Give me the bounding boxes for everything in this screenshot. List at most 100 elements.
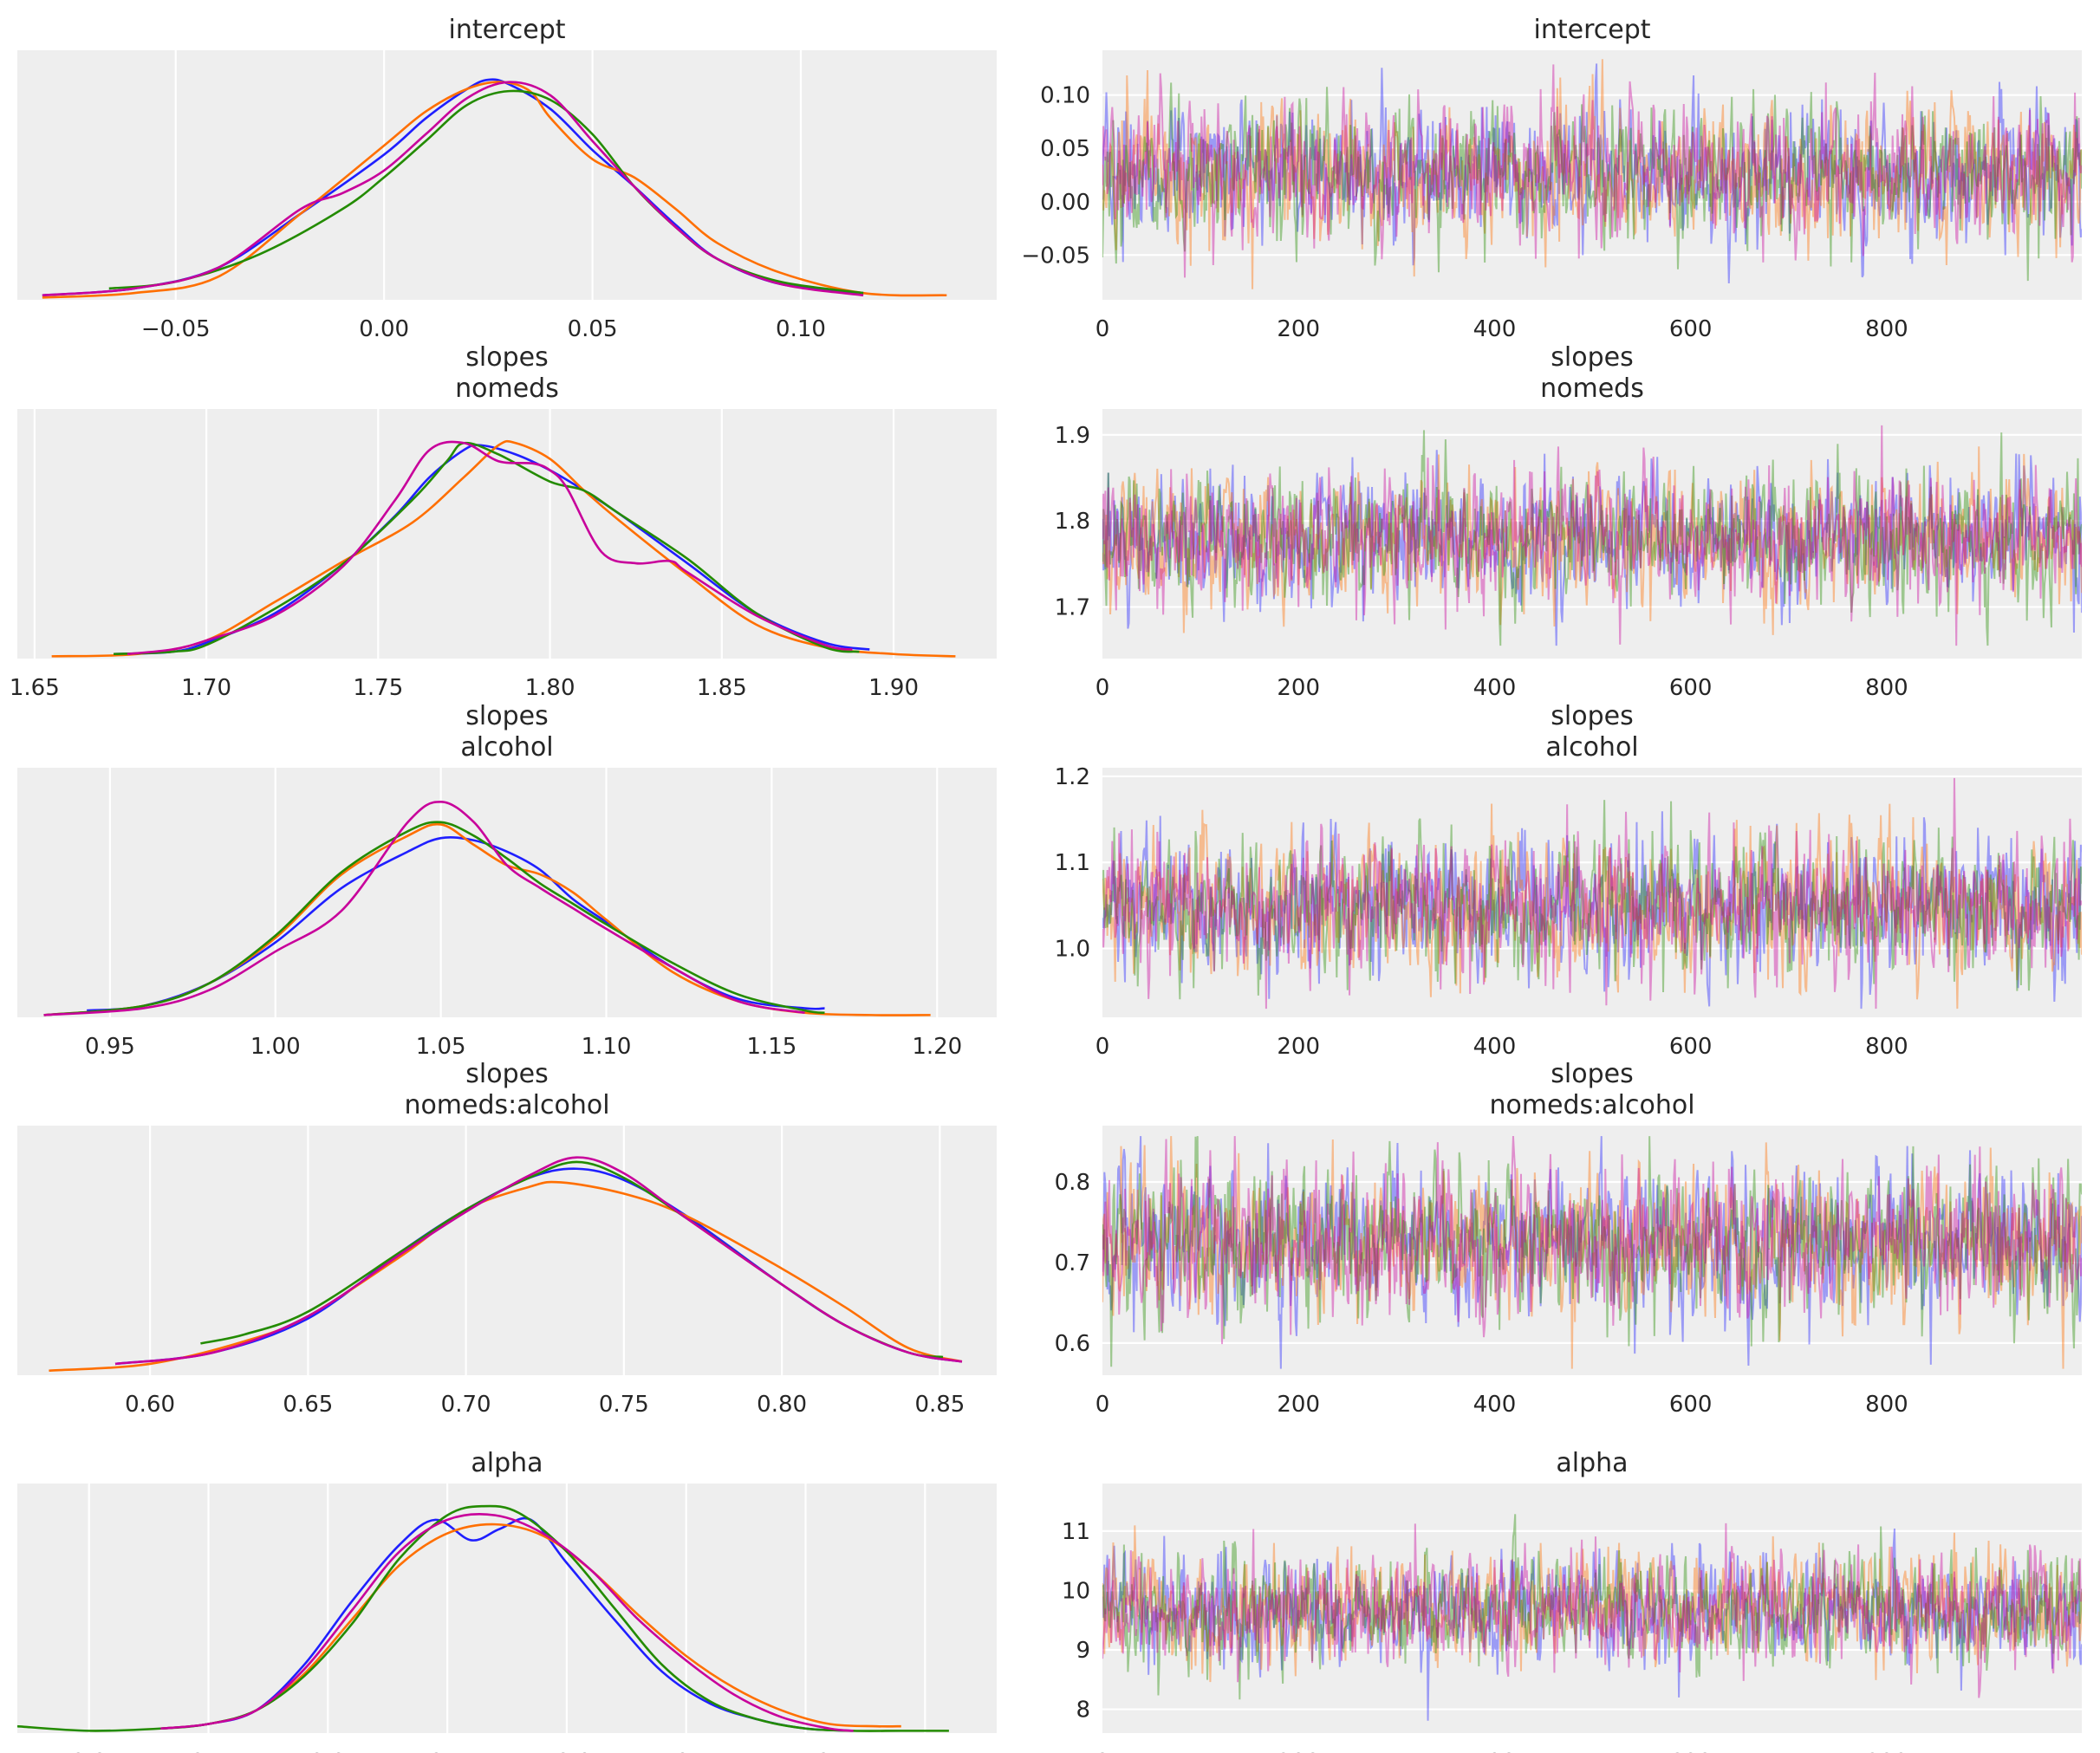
x-tick-label: 0.10: [776, 316, 826, 342]
x-tick-label: 800: [1865, 316, 1908, 342]
panel-title: intercept: [1534, 15, 1651, 45]
y-tick-label: 0.00: [1040, 190, 1090, 216]
density-line-chain-0: [160, 1516, 854, 1732]
y-tick-label: 1.8: [1055, 509, 1090, 535]
series-group: [1102, 777, 2082, 1010]
panel-title: alpha: [471, 1448, 543, 1478]
x-tick-label: 1.05: [416, 1034, 466, 1060]
y-tick-label: 11: [1062, 1519, 1090, 1545]
x-tick-label: 11.0: [781, 1750, 831, 1753]
panel-title: intercept: [449, 15, 566, 45]
trace-line-chain-3: [1102, 777, 2082, 1010]
x-tick-label: 1.75: [353, 675, 403, 701]
density-line-chain-3: [160, 1513, 854, 1732]
trace-line-chain-0: [1102, 811, 2082, 1010]
series-group: [43, 800, 931, 1016]
y-tick-label: 0.8: [1055, 1170, 1090, 1196]
x-tick-label: 1.90: [868, 675, 919, 701]
panel-title: slopes: [1551, 342, 1633, 373]
x-tick-label: 400: [1473, 1750, 1517, 1753]
x-tick-label: 9.0: [310, 1750, 346, 1753]
trace-panel: alpha 0 200 400 600 800 8 9 10 11: [1062, 1448, 2082, 1753]
x-tick-label: 600: [1669, 1392, 1713, 1418]
density-line-chain-2: [113, 441, 860, 656]
density-line-chain-3: [127, 440, 853, 656]
y-tick-label: 0.6: [1055, 1331, 1090, 1357]
panel-title: slopes: [1551, 1059, 1633, 1089]
trace-line-chain-0: [1102, 1528, 2082, 1721]
x-tick-label: 0.65: [283, 1392, 333, 1418]
x-tick-label: 10.5: [661, 1750, 712, 1753]
density-line-chain-3: [114, 1156, 963, 1366]
x-tick-label: 200: [1277, 1034, 1320, 1060]
trace-line-chain-1: [1102, 446, 2082, 635]
x-tick-label: 0: [1096, 675, 1110, 701]
plot-area: [1102, 50, 2082, 300]
density-line-chain-1: [51, 439, 956, 658]
x-tick-label: 8.5: [191, 1750, 226, 1753]
y-tick-label: 9: [1076, 1638, 1090, 1664]
trace-line-chain-2: [1102, 800, 2082, 1000]
series-group: [1102, 59, 2082, 289]
x-tick-label: 600: [1669, 675, 1713, 701]
plot-area: [1102, 768, 2082, 1017]
trace-line-chain-3: [1102, 1523, 2082, 1698]
y-tick-label: 1.2: [1055, 764, 1090, 790]
density-line-chain-3: [43, 800, 805, 1016]
x-tick-label: 0: [1096, 1750, 1110, 1753]
x-tick-label: 1.80: [525, 675, 575, 701]
trace-panel: intercept 0 200 400 600 800 −0.05 0.00 0.05 0.10: [1021, 15, 2082, 342]
panel-title: slopes: [465, 1059, 548, 1089]
y-tick-label: 0.05: [1040, 136, 1090, 162]
x-tick-label: 10.0: [542, 1750, 592, 1753]
series-group: [51, 439, 956, 658]
series-group: [42, 78, 947, 299]
series-group: [1102, 1514, 2082, 1721]
x-tick-label: 9.5: [429, 1750, 465, 1753]
trace-line-chain-1: [1102, 1525, 2082, 1683]
series-group: [1102, 425, 2082, 646]
x-tick-label: 200: [1277, 316, 1320, 342]
plot-area: [1102, 1484, 2082, 1733]
trace-line-chain-2: [1102, 1136, 2082, 1367]
x-tick-label: 1.85: [697, 675, 747, 701]
density-line-chain-1: [160, 1523, 901, 1730]
x-tick-label: 1.00: [250, 1034, 301, 1060]
x-tick-label: 600: [1669, 1750, 1713, 1753]
x-tick-label: 0: [1096, 1034, 1110, 1060]
plot-area: [1102, 409, 2082, 659]
trace-line-chain-3: [1102, 1136, 2082, 1345]
x-tick-label: 400: [1473, 1034, 1517, 1060]
x-tick-label: 400: [1473, 675, 1517, 701]
x-tick-label: 800: [1865, 1034, 1908, 1060]
density-panel: intercept −0.05 0.00 0.05 0.10: [17, 15, 997, 342]
plot-area: [17, 1484, 997, 1733]
trace-line-chain-2: [1102, 82, 2082, 282]
series-group: [49, 1156, 963, 1373]
panel-title: nomeds:alcohol: [1489, 1090, 1694, 1120]
series-group: [17, 1504, 949, 1732]
x-tick-label: 0.70: [441, 1392, 491, 1418]
x-tick-label: 200: [1277, 1392, 1320, 1418]
x-tick-label: 0.00: [359, 316, 409, 342]
x-tick-label: 8.0: [71, 1750, 107, 1753]
trace-line-chain-2: [1102, 430, 2082, 646]
trace-line-chain-1: [1102, 1136, 2082, 1369]
x-tick-label: 0.75: [599, 1392, 649, 1418]
y-tick-label: 1.7: [1055, 594, 1090, 620]
density-line-chain-3: [42, 81, 864, 297]
plot-area: [1102, 1126, 2082, 1375]
y-tick-label: 1.9: [1055, 423, 1090, 449]
panel-title: alcohol: [460, 732, 553, 763]
panel-title: nomeds: [455, 373, 559, 404]
series-group: [1102, 1136, 2082, 1369]
x-tick-label: 0.85: [914, 1392, 965, 1418]
x-tick-label: 1.65: [10, 675, 60, 701]
x-tick-label: 400: [1473, 1392, 1517, 1418]
trace-line-chain-1: [1102, 59, 2082, 289]
